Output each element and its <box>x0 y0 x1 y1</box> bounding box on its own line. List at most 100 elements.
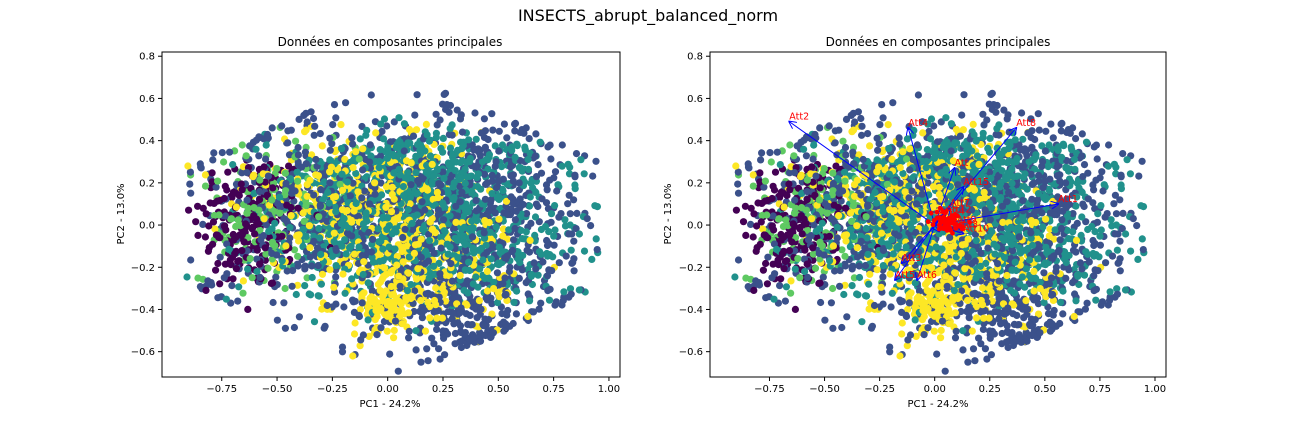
left-scatter-point <box>268 124 276 132</box>
left-scatter-point <box>408 219 416 227</box>
right-scatter-point <box>1034 196 1042 204</box>
left-plot-area <box>183 89 602 375</box>
left-scatter-point <box>537 250 545 258</box>
left-scatter-point <box>413 275 421 283</box>
left-scatter-point <box>407 292 415 300</box>
left-scatter-point <box>352 199 360 208</box>
left-scatter-point <box>455 294 463 302</box>
left-scatter-point <box>242 220 250 228</box>
left-scatter-point <box>527 219 535 227</box>
left-scatter-point <box>423 161 431 169</box>
left-scatter-point <box>376 146 384 154</box>
left-scatter-point <box>244 204 252 212</box>
left-scatter-point <box>481 144 489 152</box>
left-scatter-point <box>517 226 525 235</box>
left-scatter-point <box>565 170 574 178</box>
left-scatter-point <box>395 114 403 122</box>
left-scatter-point <box>359 270 367 279</box>
right-scatter-point <box>1059 310 1067 318</box>
right-scatter-point <box>1069 246 1078 254</box>
left-scatter-point <box>472 207 480 215</box>
left-scatter-point <box>404 309 413 317</box>
left-scatter-point <box>509 177 517 185</box>
right-scatter-point <box>843 313 851 321</box>
left-scatter-point <box>380 317 388 326</box>
left-scatter-point <box>262 141 270 149</box>
left-scatter-point <box>571 185 579 193</box>
right-scatter-point <box>781 297 790 305</box>
left-scatter-point <box>355 212 363 220</box>
left-scatter-point <box>309 114 318 123</box>
left-scatter-point <box>426 152 435 160</box>
left-scatter-point <box>387 268 395 276</box>
right-scatter-point <box>977 340 985 348</box>
left-scatter-point <box>531 231 539 239</box>
left-y-tick-label: 0.4 <box>139 136 155 147</box>
right-scatter-point <box>1111 191 1119 199</box>
right-scatter-point <box>1083 299 1091 307</box>
left-scatter-point <box>511 216 519 224</box>
left-scatter-point <box>292 137 300 145</box>
left-scatter-point <box>491 142 499 150</box>
left-scatter-point <box>384 214 392 222</box>
left-x-tick-label: 1.00 <box>598 384 620 395</box>
left-scatter-point <box>384 144 392 152</box>
left-scatter-point <box>516 195 524 203</box>
left-scatter-point <box>561 222 570 230</box>
left-scatter-point <box>382 287 390 295</box>
left-scatter-point <box>226 148 234 156</box>
right-scatter-point <box>1108 222 1116 230</box>
left-scatter-point <box>255 220 263 228</box>
left-scatter-point <box>524 155 532 164</box>
right-scatter-point <box>734 189 743 197</box>
left-scatter-point <box>417 235 425 243</box>
left-scatter-point <box>262 155 270 163</box>
left-scatter-point <box>356 135 364 143</box>
right-scatter-point <box>1098 168 1106 176</box>
left-scatter-point <box>316 130 324 138</box>
left-scatter-point <box>561 216 569 224</box>
left-scatter-point <box>350 330 359 338</box>
left-scatter-point <box>273 316 281 324</box>
left-scatter-point <box>214 259 222 268</box>
left-scatter-point <box>405 253 413 261</box>
left-scatter-point <box>570 196 578 204</box>
left-scatter-point <box>348 218 356 226</box>
left-scatter-point <box>364 304 373 312</box>
left-scatter-point <box>551 168 560 176</box>
left-scatter-point <box>438 314 446 322</box>
left-scatter-point <box>422 120 430 128</box>
right-scatter-point <box>780 265 788 273</box>
left-scatter-point <box>378 293 387 301</box>
left-scatter-point <box>390 169 398 177</box>
left-scatter-point <box>567 246 575 254</box>
left-scatter-point <box>390 326 398 334</box>
left-scatter-point <box>516 203 524 212</box>
left-scatter-point <box>355 243 363 251</box>
left-scatter-point <box>465 158 474 166</box>
left-scatter-point <box>253 246 261 254</box>
left-scatter-point <box>502 197 511 205</box>
left-scatter-point <box>295 231 303 239</box>
left-scatter-point <box>341 289 349 297</box>
right-scatter-point <box>850 274 859 282</box>
left-scatter-point <box>491 209 499 217</box>
left-scatter-point <box>316 234 324 242</box>
left-scatter-point <box>405 334 413 342</box>
left-scatter-point <box>527 271 535 279</box>
left-scatter-point <box>264 172 272 180</box>
left-scatter-point <box>493 269 501 277</box>
left-scatter-point <box>358 299 366 307</box>
left-scatter-point <box>210 149 218 157</box>
left-scatter-point <box>453 212 462 220</box>
left-scatter-point <box>209 156 217 164</box>
left-scatter-point <box>464 289 472 297</box>
left-scatter-point <box>534 202 542 211</box>
left-scatter-point <box>481 331 489 339</box>
left-scatter-point <box>537 299 545 307</box>
left-scatter-point <box>510 298 518 306</box>
left-scatter-point <box>413 211 421 219</box>
left-scatter-point <box>281 169 289 177</box>
left-scatter-point <box>295 115 303 123</box>
left-scatter-point <box>565 230 573 238</box>
